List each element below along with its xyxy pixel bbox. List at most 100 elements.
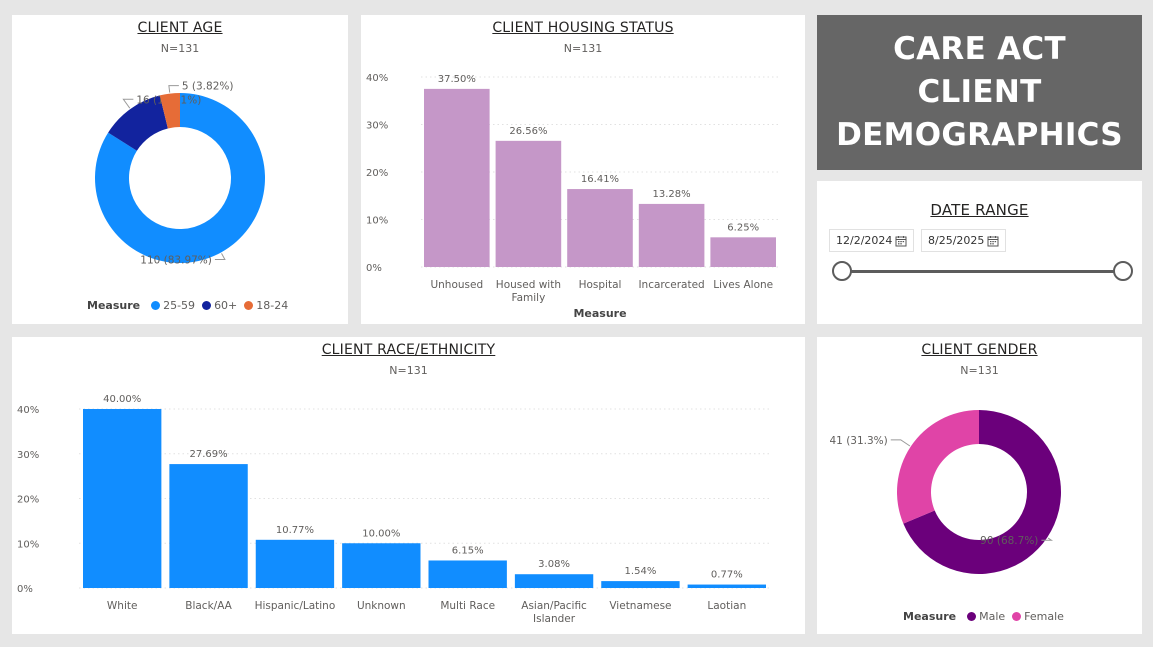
date-range-title: DATE RANGE [930, 201, 1029, 219]
y-tick-label: 30% [366, 121, 388, 132]
legend-label-60-plus[interactable]: 60+ [214, 299, 238, 312]
data-label-incarcerated: 13.28% [653, 189, 691, 200]
client-housing-subtitle: N=131 [563, 42, 603, 55]
data-label-hospital: 16.41% [581, 174, 619, 185]
end-date-input[interactable]: 8/25/2025 [921, 229, 1006, 252]
slice-18-24[interactable] [159, 93, 180, 129]
legend-swatch-25-59 [151, 301, 161, 310]
legend-label-male[interactable]: Male [979, 610, 1006, 623]
category-label-unknown: Unknown [357, 600, 406, 612]
date-range-card: DATE RANGE [817, 181, 1142, 324]
data-label-hispanic-latino: 10.77% [276, 525, 314, 536]
y-tick-label: 30% [17, 450, 39, 461]
client-housing-bar-chart[interactable]: 0% 10% 20% 30% 40% 37.50% Unhoused 26.56% Housed… [361, 15, 805, 324]
client-age-subtitle: N=131 [160, 42, 200, 55]
slice-60[interactable] [108, 95, 168, 151]
legend-swatch-male [967, 612, 977, 621]
category-label-hospital: Hospital [579, 279, 622, 291]
data-label-male: 90 (68.7%) [980, 535, 1038, 547]
y-tick-label: 10% [366, 216, 388, 227]
client-gender-donut-chart[interactable]: 90 (68.7%) 41 (31.3%) [817, 337, 1142, 602]
category-label-multi-race: Multi Race [440, 600, 495, 612]
slice-25-59[interactable] [95, 93, 266, 263]
bar-housed-with-family[interactable] [495, 140, 562, 267]
client-age-legend: Measure 25-59 60+ 18-24 [87, 299, 288, 312]
category-label-laotian: Laotian [707, 600, 746, 612]
client-gender-card: CLIENT GENDER N=131 90 (68.7%) 41 (31.3%)… [817, 337, 1142, 634]
y-tick-label: 20% [366, 168, 388, 179]
legend-label-25-59[interactable]: 25-59 [163, 299, 196, 312]
y-tick-label: 0% [366, 263, 382, 274]
bar-black-aa[interactable] [169, 464, 248, 588]
y-tick-label: 20% [17, 495, 39, 506]
category-label-incarcerated: Incarcerated [638, 279, 704, 291]
data-label-female: 41 (31.3%) [830, 435, 888, 447]
y-tick-label: 0% [17, 584, 33, 595]
category-label-white: White [107, 600, 138, 612]
data-label-asian-pacific-islander: 3.08% [538, 559, 570, 570]
data-label-25-59: 110 (83.97%) [140, 254, 212, 266]
end-date-value: 8/25/2025 [928, 234, 985, 247]
x-axis-title: Measure [573, 307, 626, 320]
client-race-title: CLIENT RACE/ETHNICITY [321, 342, 496, 358]
bar-unhoused[interactable] [424, 88, 490, 267]
date-range-slider-track[interactable] [842, 270, 1123, 273]
calendar-icon[interactable] [987, 235, 999, 247]
legend-title: Measure [903, 610, 957, 623]
date-range-end-handle[interactable] [1113, 261, 1133, 281]
legend-swatch-60-plus [202, 301, 212, 310]
bar-lives-alone[interactable] [710, 237, 776, 267]
category-label-housed-with-family: Housed with Family [496, 279, 561, 304]
date-range-start-handle[interactable] [832, 261, 852, 281]
legend-swatch-18-24 [244, 301, 254, 310]
dashboard-title-line1: CARE ACT CLIENT [893, 31, 1066, 110]
category-label-vietnamese: Vietnamese [609, 600, 671, 612]
slice-female[interactable] [897, 410, 979, 524]
y-tick-label: 40% [366, 73, 388, 84]
legend-label-18-24[interactable]: 18-24 [256, 299, 289, 312]
bar-asian-pacific-islander[interactable] [514, 574, 594, 588]
data-label-unhoused: 37.50% [438, 74, 476, 85]
legend-title: Measure [87, 299, 141, 312]
start-date-input[interactable]: 12/2/2024 [829, 229, 914, 252]
bar-hospital[interactable] [567, 189, 633, 267]
bar-white[interactable] [83, 409, 162, 588]
leader-line-male [1041, 537, 1054, 541]
legend-swatch-female [1012, 612, 1022, 621]
leader-line-25-59 [214, 253, 226, 260]
category-label-hispanic-latino: Hispanic/Latino [255, 600, 336, 612]
leader-line-female [890, 439, 911, 447]
data-label-lives-alone: 6.25% [727, 222, 759, 233]
client-gender-legend: Measure Male Female [903, 610, 1064, 623]
data-label-vietnamese: 1.54% [625, 566, 657, 577]
client-age-title: CLIENT AGE [137, 20, 223, 36]
data-label-laotian: 0.77% [711, 570, 743, 581]
data-label-unknown: 10.00% [362, 528, 400, 539]
client-age-card: CLIENT AGE N=131 110 (83.97%)16 (12.21%)… [12, 15, 348, 324]
leader-line-60 [122, 98, 134, 109]
category-label-lives-alone: Lives Alone [713, 279, 773, 291]
bar-unknown[interactable] [342, 543, 421, 588]
bar-laotian[interactable] [687, 584, 766, 588]
bar-multi-race[interactable] [428, 560, 507, 588]
leader-line-18-24 [168, 85, 179, 93]
client-gender-subtitle: N=131 [960, 364, 999, 377]
legend-label-female[interactable]: Female [1024, 610, 1064, 623]
data-label-18-24: 5 (3.82%) [182, 81, 234, 93]
client-gender-title: CLIENT GENDER [921, 342, 1038, 358]
dashboard-title-line2: DEMOGRAPHICS [836, 117, 1123, 153]
client-housing-title: CLIENT HOUSING STATUS [492, 20, 674, 36]
client-age-donut-chart[interactable]: 110 (83.97%)16 (12.21%)5 (3.82%) [12, 15, 348, 295]
data-label-housed-with-family: 26.56% [509, 126, 547, 137]
calendar-icon[interactable] [895, 235, 907, 247]
data-label-black-aa: 27.69% [189, 449, 227, 460]
slice-male[interactable] [903, 410, 1061, 574]
client-race-card: CLIENT RACE/ETHNICITY N=131 0% 10% 20% 30% 4… [12, 337, 805, 634]
bar-vietnamese[interactable] [601, 581, 680, 588]
bar-incarcerated[interactable] [638, 203, 705, 267]
bar-hispanic-latino[interactable] [255, 539, 335, 588]
client-race-bar-chart[interactable]: 0% 10% 20% 30% 40% 40.00% White 27.69% Black/AA 1… [12, 337, 805, 634]
client-race-subtitle: N=131 [389, 364, 428, 377]
category-label-black-aa: Black/AA [185, 600, 232, 612]
category-label-unhoused: Unhoused [430, 279, 483, 291]
